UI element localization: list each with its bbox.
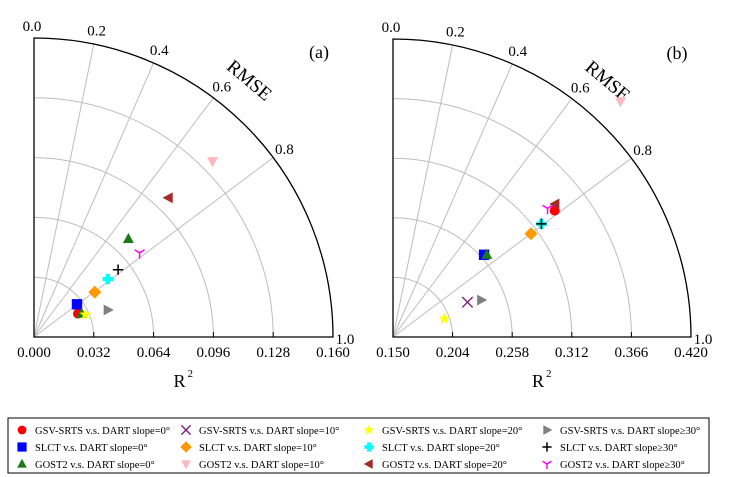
- grid-arc: [33, 276, 95, 338]
- angle-tick-label: 1.0: [336, 332, 355, 348]
- legend-label: GOST2 v.s. DART slope=20°: [382, 460, 507, 471]
- grid-arc: [33, 216, 155, 338]
- legend-marker: [363, 459, 373, 469]
- angle-tick-label: 0.4: [508, 44, 527, 60]
- outer-arc: [392, 38, 692, 338]
- legend-marker: [180, 441, 192, 453]
- legend-marker: [364, 442, 374, 452]
- legend-label: GSV-SRTS v.s. DART slope=0°: [35, 426, 170, 437]
- taylor-panel-b: 0.150 0.204 0.258 0.312 0.366 0.420 0.0 0.2 0.4 0…: [376, 20, 712, 391]
- data-point: [88, 285, 102, 299]
- data-point: [103, 304, 114, 316]
- grid-arc: [392, 157, 573, 338]
- data-point: [162, 192, 173, 204]
- angle-tick-label: 0.2: [87, 23, 106, 39]
- legend-label: GOST2 v.s. DART slope=0°: [35, 460, 155, 471]
- legend-marker: [542, 442, 552, 452]
- x-axis-title: R: [173, 371, 185, 391]
- angle-tick-label: 0.0: [382, 20, 401, 36]
- legend-marker: [17, 458, 27, 468]
- grid-ray: [33, 97, 214, 338]
- panel-label: (a): [309, 42, 329, 63]
- angle-tick-label: 0.6: [212, 80, 231, 96]
- legend-label: GOST2 v.s. DART slope=10°: [199, 460, 324, 471]
- legend-marker: [181, 460, 191, 470]
- data-point: [112, 264, 124, 275]
- data-point: [524, 227, 538, 241]
- grid-arc: [33, 157, 214, 338]
- grid-ray: [392, 157, 632, 338]
- legend-box: [7, 417, 710, 474]
- x-tick-label: 0.312: [555, 345, 589, 361]
- x-tick-label: 0.128: [256, 345, 290, 361]
- legend-label: SLCT v.s. DART slope=20°: [382, 443, 500, 454]
- legend-marker: [180, 424, 192, 436]
- legend-marker: [17, 442, 27, 452]
- legend-marker: [543, 425, 553, 435]
- data-point: [438, 312, 451, 324]
- grid-ray: [33, 157, 274, 338]
- data-point: [79, 308, 92, 320]
- angle-tick-label: 0.0: [23, 19, 42, 35]
- data-point: [71, 299, 83, 310]
- data-point: [207, 157, 218, 168]
- angle-tick-label: 0.4: [150, 43, 169, 59]
- legend-label: GSV-SRTS v.s. DART slope=20°: [382, 426, 522, 437]
- x-tick-label: 0.064: [137, 345, 171, 361]
- x-tick-label: 0.000: [17, 345, 51, 361]
- angle-tick-label: 1.0: [694, 332, 713, 348]
- data-point: [536, 218, 547, 230]
- legend: GSV-SRTS v.s. DART slope=0° GSV-SRTS v.s.…: [7, 417, 710, 474]
- grid-ray: [392, 63, 513, 338]
- x-tick-label: 0.420: [674, 345, 708, 361]
- legend-label: GOST2 v.s. DART slope≥30°: [560, 460, 685, 471]
- x-tick-label: 0.096: [197, 345, 231, 361]
- data-point: [477, 294, 488, 306]
- x-axis-title: R: [532, 371, 544, 391]
- x-tick-label: 0.258: [495, 345, 529, 361]
- legend-label: SLCT v.s. DART slope≥30°: [560, 443, 678, 454]
- angle-tick-label: 0.6: [571, 80, 590, 96]
- grid-arc: [392, 276, 454, 338]
- x-tick-label: 0.204: [436, 345, 470, 361]
- data-point: [102, 273, 114, 285]
- x-axis-title-superscript: 2: [188, 368, 194, 380]
- legend-label: GSV-SRTS v.s. DART slope≥30°: [560, 426, 700, 437]
- x-tick-label: 0.366: [615, 345, 649, 361]
- x-tick-label: 0.032: [77, 345, 111, 361]
- legend-marker: [542, 460, 552, 470]
- grid-arc: [33, 97, 274, 338]
- legend-marker: [17, 425, 27, 435]
- angle-tick-label: 0.8: [633, 143, 652, 159]
- data-point: [122, 232, 134, 244]
- taylor-panel-a: 0.000 0.032 0.064 0.096 0.128 0.160 0.0 0.2 0.4 0…: [17, 19, 354, 391]
- angle-tick-label: 0.2: [446, 24, 465, 40]
- grid-ray: [392, 44, 454, 338]
- x-tick-label: 0.150: [376, 345, 410, 361]
- legend-label: SLCT v.s. DART slope=10°: [199, 443, 317, 454]
- outer-arc: [33, 37, 334, 338]
- x-axis-title-superscript: 2: [546, 368, 552, 380]
- panel-label: (b): [667, 43, 688, 64]
- data-point: [549, 198, 560, 210]
- grid-ray: [33, 62, 155, 338]
- grid-ray: [33, 43, 95, 338]
- legend-label: GSV-SRTS v.s. DART slope=10°: [199, 426, 339, 437]
- data-point: [542, 204, 553, 215]
- legend-marker: [363, 424, 375, 435]
- angle-tick-label: 0.8: [275, 142, 294, 158]
- grid-ray: [392, 98, 573, 338]
- data-point: [614, 97, 626, 108]
- data-point: [461, 296, 474, 308]
- grid-arc: [392, 98, 632, 338]
- x-tick-label: 0.160: [316, 345, 350, 361]
- legend-label: SLCT v.s. DART slope=0°: [35, 443, 148, 454]
- data-point: [481, 248, 493, 259]
- data-point: [134, 249, 145, 259]
- grid-arc: [392, 217, 513, 338]
